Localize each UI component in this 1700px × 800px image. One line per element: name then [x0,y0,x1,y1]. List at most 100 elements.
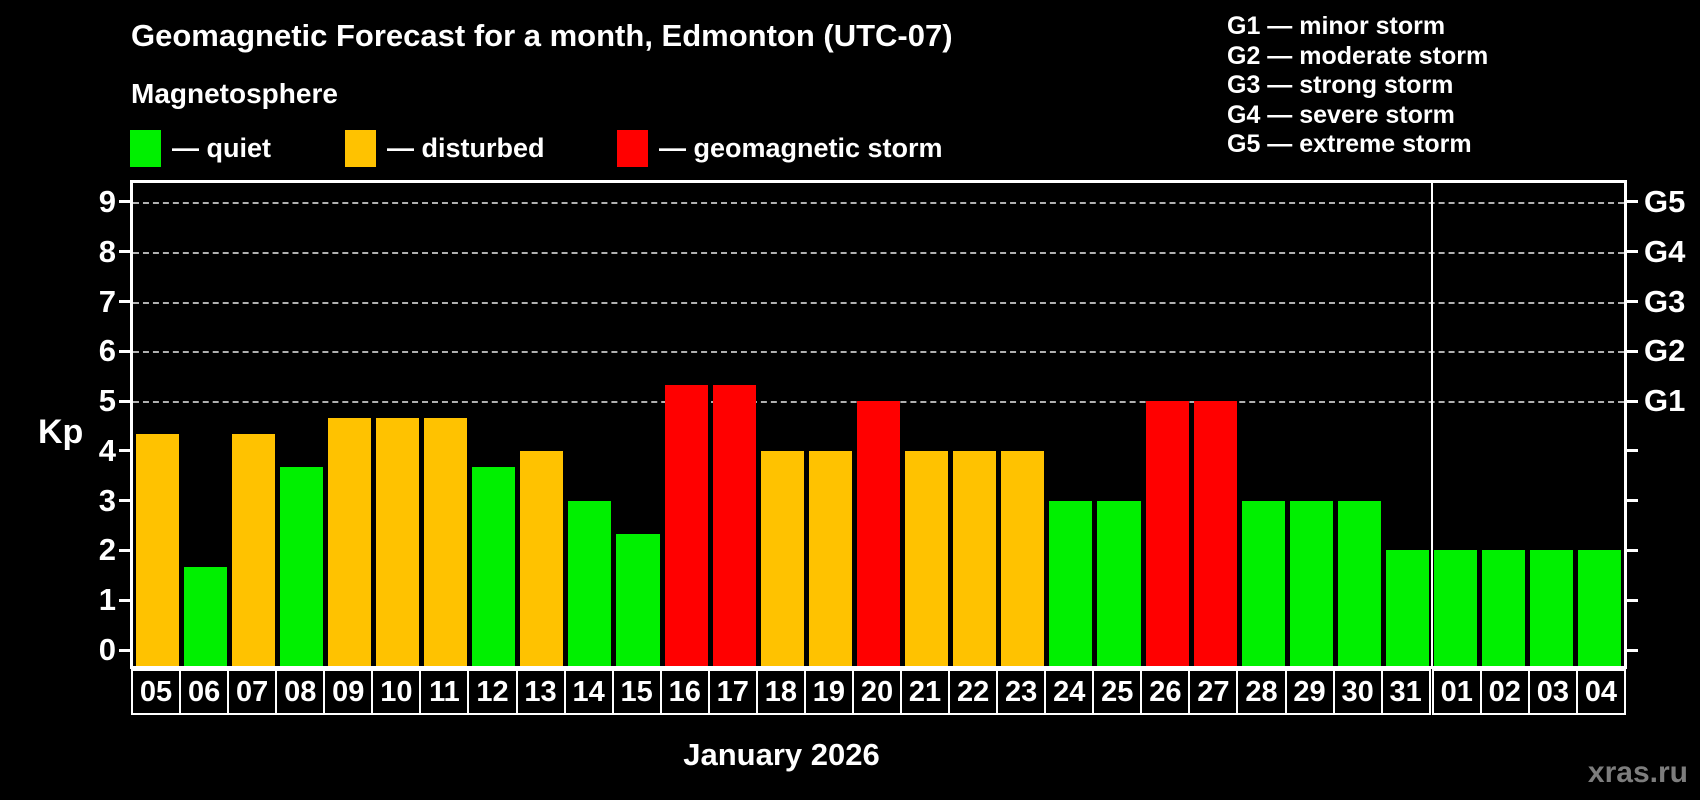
legend-label-storm: — geomagnetic storm [659,132,943,163]
bar-day-21 [905,450,949,666]
date-cell-17: 17 [707,669,758,715]
date-cell-23: 23 [996,669,1047,715]
y-axis-tick-right-9 [1626,200,1638,203]
bar-day-24 [1049,500,1093,666]
date-cell-07: 07 [227,669,278,715]
month-boundary-line [1430,183,1433,666]
legend-item-storm: — geomagnetic storm [617,129,943,167]
month-label: January 2026 [683,737,880,772]
storm-scale-item-g4: G4 — severe storm [1227,100,1455,129]
bar-day-14 [568,500,612,666]
y-axis-label-8: 8 [98,234,116,269]
bar-day-13 [520,450,564,666]
gridline-g3 [133,301,1624,304]
bar-day-12 [472,467,516,666]
date-cell-10: 10 [371,669,422,715]
date-cell-15: 15 [611,669,662,715]
storm-scale-item-g5: G5 — extreme storm [1227,130,1472,158]
bar-day-16 [664,384,708,666]
y-axis-tick-right-2 [1626,549,1638,552]
g-scale-label-g1: G1 [1644,383,1686,418]
g-scale-label-g3: G3 [1644,284,1686,319]
bar-day-31 [1386,550,1430,666]
date-cell-16: 16 [659,669,710,715]
y-axis-label-0: 0 [98,632,116,667]
bar-day-06 [183,566,227,666]
legend-label-disturbed: — disturbed [387,132,545,163]
bar-day-15 [616,534,660,666]
bar-day-04 [1578,550,1622,666]
bar-day-10 [375,417,420,666]
bar-day-20 [856,401,901,666]
bar-day-25 [1097,500,1141,666]
y-axis-label-9: 9 [98,184,116,219]
y-axis-label-1: 1 [98,582,116,617]
bar-day-11 [424,417,468,666]
y-axis-label-7: 7 [98,284,116,319]
date-cell-21: 21 [900,669,951,715]
date-axis-row: 05 06 07 08 09 10 11 12 13 14 15 16 17 18 19 20 21 22 23 24… [131,669,1626,715]
y-axis-tick-right-8 [1626,250,1638,253]
bar-day-18 [760,450,804,666]
bar-day-07 [231,434,275,666]
gridline-g4 [133,251,1624,254]
y-axis-label-2: 2 [98,532,116,567]
bar-day-27 [1193,401,1237,666]
disturbed-color-swatch [345,129,376,167]
date-cell-27: 27 [1188,669,1239,715]
date-cell-29: 29 [1284,669,1335,715]
legend-item-disturbed: — disturbed [345,129,545,167]
legend-label-quiet: — quiet [172,132,271,163]
y-axis-tick-right-7 [1626,300,1638,303]
bar-day-09 [327,417,371,666]
bar-day-23 [1001,450,1045,666]
y-axis-tick-right-3 [1626,499,1638,502]
date-cell-05: 05 [131,669,182,715]
quiet-color-swatch [130,129,161,167]
bar-day-28 [1241,500,1285,666]
y-axis-label-3: 3 [98,483,116,518]
date-cell-24: 24 [1044,669,1095,715]
bar-day-02 [1482,550,1526,666]
legend-item-quiet: — quiet [130,129,271,167]
plot-area [130,180,1627,669]
bar-day-30 [1337,500,1381,666]
g-scale-label-g4: G4 [1644,234,1686,269]
bar-day-08 [279,467,323,666]
date-cell-08: 08 [275,669,326,715]
date-cell-09: 09 [323,669,374,715]
watermark-link[interactable]: xras.ru [1587,756,1688,789]
y-axis-tick-right-5 [1626,400,1638,403]
storm-scale-item-g3: G3 — strong storm [1227,71,1454,99]
date-cell-14: 14 [563,669,614,715]
storm-scale-item-g2: G2 — moderate storm [1227,41,1489,70]
storm-scale-legend: G1 — minor storm G2 — moderate storm G3 … [1227,12,1488,160]
date-cell-11: 11 [419,669,470,715]
bar-day-26 [1145,401,1189,666]
date-cell-31: 31 [1380,669,1431,715]
date-cell-06: 06 [179,669,230,715]
storm-color-swatch [617,129,648,167]
date-cell-26: 26 [1140,669,1191,715]
bar-day-22 [953,450,997,666]
y-axis-title-kp: Kp [38,413,84,451]
gridline-g2 [133,351,1624,354]
date-cell-22: 22 [948,669,999,715]
date-cell-19: 19 [803,669,854,715]
date-cell-30: 30 [1332,669,1383,715]
bar-day-19 [808,450,852,666]
g-scale-label-g5: G5 [1644,184,1686,219]
gridline-g5 [133,201,1624,204]
bar-day-17 [712,384,756,666]
subtitle-magnetosphere: Magnetosphere [131,78,338,109]
bar-day-29 [1289,500,1333,666]
y-axis-tick-right-4 [1626,449,1638,452]
date-cell-18: 18 [755,669,806,715]
date-cell-12: 12 [467,669,518,715]
bar-day-05 [135,434,179,666]
g-scale-label-g2: G2 [1644,333,1686,368]
y-axis-label-6: 6 [98,333,116,368]
y-axis-tick-right-0 [1626,649,1638,652]
date-cell-28: 28 [1236,669,1287,715]
